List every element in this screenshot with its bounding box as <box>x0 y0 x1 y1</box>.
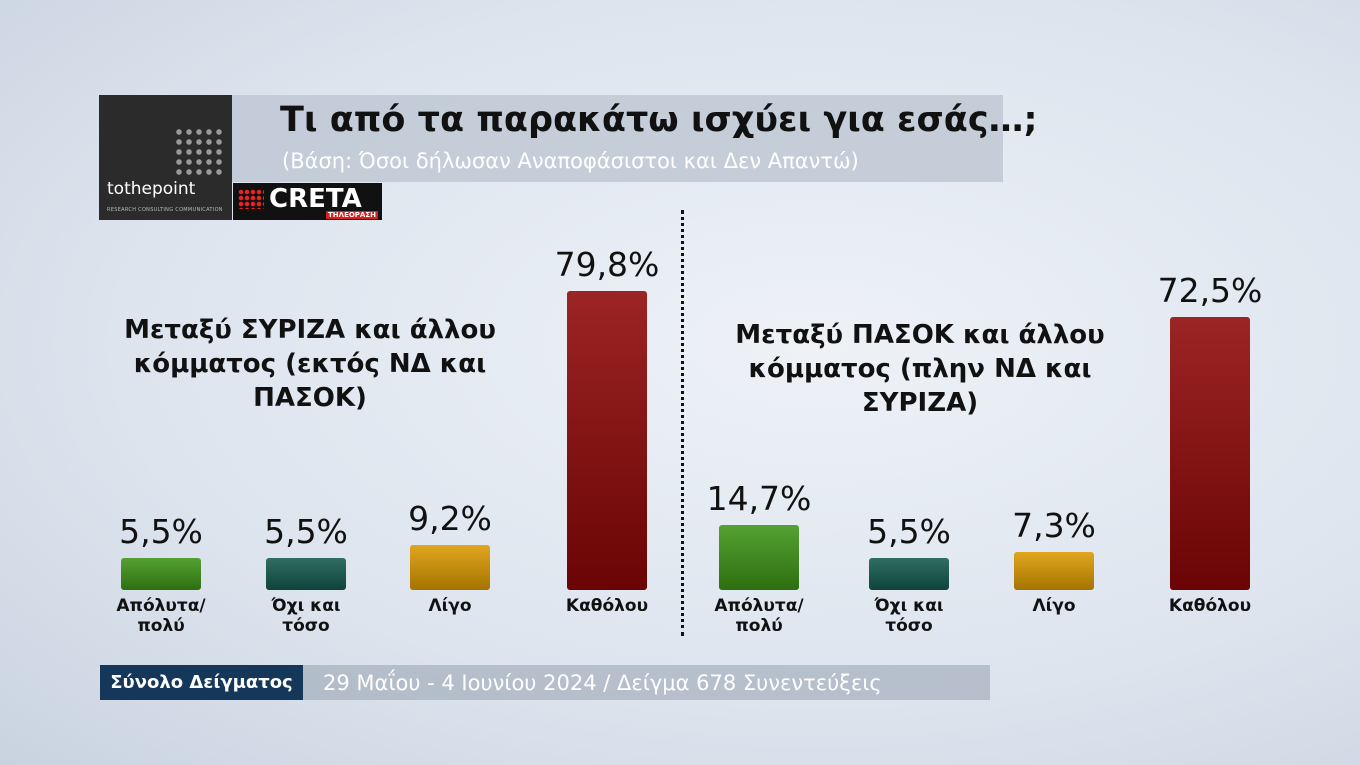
logo-dots <box>174 127 224 177</box>
footer-label: Σύνολο Δείγματος <box>100 665 303 700</box>
logo-tagline: RESEARCH CONSULTING COMMUNICATION <box>107 207 223 213</box>
category-label: Καθόλου <box>565 596 649 616</box>
bar <box>266 558 346 590</box>
category-label: Όχι και τόσο <box>874 596 944 636</box>
category-label: Απόλυτα/ πολύ <box>714 596 804 636</box>
divider <box>681 210 684 636</box>
value-label: 79,8% <box>554 244 660 284</box>
value-label: 14,7% <box>706 479 812 519</box>
footer-band <box>303 665 990 700</box>
value-label: 5,5% <box>264 512 348 552</box>
chart-title: Μεταξύ ΠΑΣΟΚ και άλλου κόμματος (πλην ΝΔ… <box>735 320 1105 418</box>
category-label: Καθόλου <box>1168 596 1252 616</box>
bar <box>567 290 647 590</box>
creta-grid <box>238 189 264 209</box>
footer-text: 29 Μαΐου - 4 Ιουνίου 2024 / Δείγμα 678 Σ… <box>323 671 882 695</box>
creta-logo: CRETA ΤΗΛΕΟΡΑΣΗ <box>233 183 382 220</box>
value-label: 9,2% <box>408 498 492 538</box>
value-label: 72,5% <box>1157 271 1263 310</box>
bar <box>121 558 201 590</box>
title-band <box>232 95 1003 182</box>
value-label: 5,5% <box>867 512 951 552</box>
bar <box>410 544 490 590</box>
category-label: Όχι και τόσο <box>271 596 341 636</box>
bar <box>869 558 949 590</box>
value-label: 5,5% <box>119 512 203 552</box>
subtitle: (Βάση: Όσοι δήλωσαν Αναποφάσιστοι και Δε… <box>282 149 859 173</box>
bar <box>1014 551 1094 590</box>
category-label: Απόλυτα/ πολύ <box>116 596 206 636</box>
creta-text: CRETA <box>269 184 362 214</box>
creta-tagline: ΤΗΛΕΟΡΑΣΗ <box>326 211 378 219</box>
category-label: Λίγο <box>428 596 472 616</box>
bar <box>1170 317 1250 590</box>
chart-title: Μεταξύ ΣΥΡΙΖΑ και άλλου κόμματος (εκτός … <box>124 315 496 413</box>
bar <box>719 525 799 590</box>
logo-text: tothepoint <box>107 179 196 199</box>
tothepoint-logo: tothepoint RESEARCH CONSULTING COMMUNICA… <box>99 95 232 220</box>
title: Τι από τα παρακάτω ισχύει για εσάς…; <box>280 100 1038 140</box>
value-label: 7,3% <box>1012 505 1096 545</box>
category-label: Λίγο <box>1032 596 1076 616</box>
